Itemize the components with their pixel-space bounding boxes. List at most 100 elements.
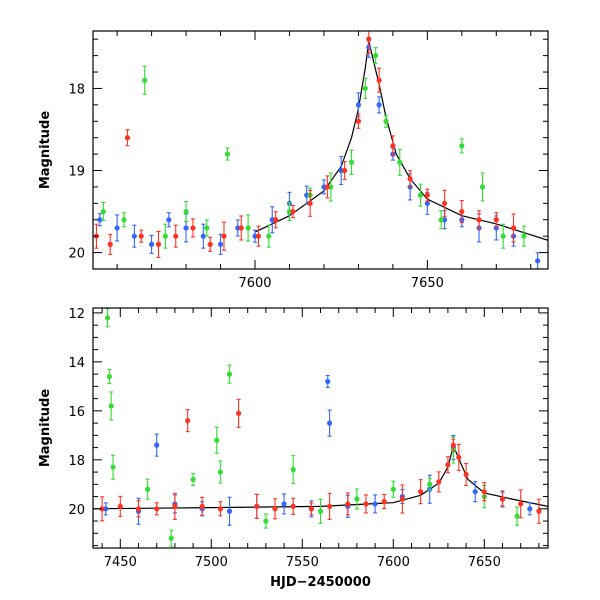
bottom-data-point bbox=[108, 403, 114, 409]
bottom-data-point bbox=[172, 503, 178, 509]
bottom-data-point bbox=[290, 467, 296, 473]
bottom-y-tick-label: 12 bbox=[68, 307, 85, 322]
top-data-point bbox=[121, 217, 127, 223]
bottom-data-point bbox=[450, 442, 456, 448]
top-data-point bbox=[200, 233, 206, 239]
bottom-data-point bbox=[154, 442, 160, 448]
bottom-data-point bbox=[372, 501, 378, 507]
top-data-point bbox=[204, 225, 210, 231]
top-panel: 7600 7650 18 19 20 Magnitude bbox=[38, 30, 549, 291]
top-data-point bbox=[348, 159, 355, 165]
top-x-tick-label: 7650 bbox=[411, 276, 444, 291]
bottom-data-point bbox=[236, 410, 242, 416]
top-data-point bbox=[355, 102, 362, 108]
bottom-data-point bbox=[254, 503, 260, 509]
bottom-data-point bbox=[463, 471, 469, 478]
bottom-data-point bbox=[103, 506, 109, 512]
bottom-data-point bbox=[190, 476, 196, 483]
top-data-point bbox=[148, 241, 155, 247]
top-data-point bbox=[324, 184, 330, 190]
bottom-data-point bbox=[226, 371, 233, 377]
top-data-point bbox=[97, 217, 103, 223]
bottom-data-point bbox=[499, 496, 506, 502]
top-data-point bbox=[217, 241, 224, 247]
bottom-data-point bbox=[199, 503, 205, 509]
bottom-data-point bbox=[99, 506, 105, 512]
bottom-data-point bbox=[154, 506, 160, 512]
top-data-point bbox=[500, 233, 506, 239]
bottom-series-2 bbox=[99, 398, 542, 524]
bottom-series-1 bbox=[104, 308, 520, 547]
bottom-data-point bbox=[327, 503, 333, 509]
top-model-curve bbox=[254, 40, 548, 241]
bottom-data-point bbox=[418, 489, 424, 495]
top-data-point bbox=[273, 217, 279, 223]
bottom-data-point bbox=[436, 479, 442, 485]
bottom-x-axis-title: HJD−2450000 bbox=[270, 575, 371, 590]
top-data-point bbox=[493, 217, 499, 223]
bottom-y-axis-title: Magnitude bbox=[38, 389, 53, 468]
top-data-point bbox=[307, 200, 313, 206]
top-y-tick-label: 19 bbox=[68, 165, 85, 180]
top-data-point bbox=[366, 36, 372, 42]
bottom-x-tick-label: 7650 bbox=[468, 555, 501, 570]
top-data-point bbox=[207, 241, 213, 247]
top-data-point bbox=[459, 143, 465, 149]
bottom-y-tick-label: 20 bbox=[68, 503, 85, 518]
bottom-series-0 bbox=[103, 374, 533, 526]
bottom-data-point bbox=[308, 506, 314, 512]
top-data-point bbox=[355, 118, 362, 124]
top-data-point bbox=[190, 225, 196, 231]
top-data-point bbox=[166, 217, 172, 223]
top-series-0 bbox=[97, 36, 541, 269]
bottom-data-point bbox=[399, 496, 405, 502]
bottom-data-point bbox=[217, 506, 223, 512]
bottom-data-point bbox=[536, 508, 542, 514]
bottom-data-point bbox=[214, 437, 220, 443]
top-data-point bbox=[383, 118, 389, 124]
top-data-point bbox=[131, 233, 137, 239]
bottom-y-tick-label: 16 bbox=[68, 405, 85, 420]
top-data-point bbox=[162, 233, 168, 239]
bottom-data-point bbox=[518, 501, 524, 507]
top-data-point bbox=[441, 200, 448, 206]
top-data-point bbox=[535, 258, 541, 264]
bottom-data-point bbox=[263, 518, 269, 524]
bottom-data-point bbox=[381, 498, 387, 505]
bottom-data-point bbox=[272, 506, 278, 512]
top-data-point bbox=[407, 176, 413, 182]
top-plot-frame bbox=[92, 30, 549, 270]
top-data-point bbox=[255, 233, 262, 239]
bottom-data-point bbox=[110, 464, 116, 470]
bottom-data-point bbox=[456, 454, 462, 460]
top-data-point bbox=[107, 241, 113, 247]
top-y-tick-label: 20 bbox=[68, 247, 85, 262]
top-data-point bbox=[138, 233, 144, 239]
top-data-point bbox=[183, 208, 189, 215]
top-data-point bbox=[417, 192, 424, 198]
bottom-data-point bbox=[317, 508, 324, 514]
top-data-point bbox=[376, 77, 382, 83]
bottom-data-point bbox=[168, 535, 174, 541]
top-data-point bbox=[221, 233, 227, 239]
bottom-data-point bbox=[345, 501, 351, 507]
top-data-point bbox=[362, 85, 368, 92]
top-data-point bbox=[238, 225, 244, 231]
bottom-x-tick-label: 7550 bbox=[286, 555, 319, 570]
bottom-x-tick-label: 7500 bbox=[195, 555, 228, 570]
bottom-y-tick-label: 18 bbox=[68, 454, 85, 469]
top-data-point bbox=[290, 208, 296, 215]
bottom-data-point bbox=[145, 486, 151, 492]
top-data-point bbox=[100, 208, 106, 215]
top-data-point bbox=[438, 217, 444, 223]
top-data-point bbox=[376, 102, 382, 108]
top-x-tick-label: 7600 bbox=[238, 276, 271, 291]
top-data-point bbox=[479, 184, 486, 190]
bottom-data-point bbox=[226, 508, 233, 514]
bottom-data-point bbox=[117, 503, 123, 509]
bottom-data-point bbox=[527, 506, 533, 512]
bottom-data-point bbox=[290, 503, 296, 509]
top-data-point bbox=[373, 53, 379, 59]
